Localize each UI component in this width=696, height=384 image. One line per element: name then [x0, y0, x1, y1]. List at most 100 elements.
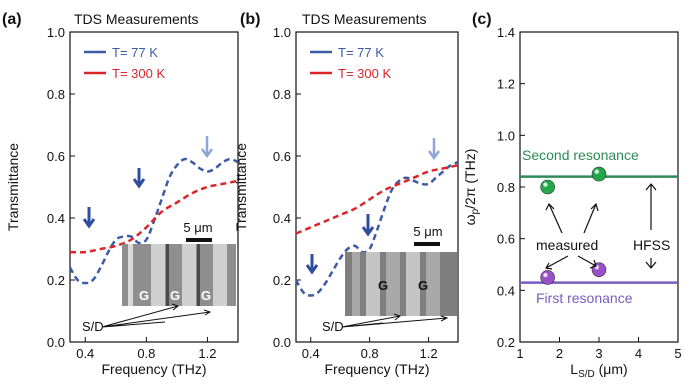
arrow-measured-downleft [545, 255, 569, 270]
arrow-measured-upleft [545, 202, 563, 234]
x-tick-label: 1.2 [198, 346, 216, 361]
panel-c-label: (c) [472, 11, 492, 28]
measured-point [540, 179, 555, 195]
series-line-300k [295, 164, 459, 235]
panel-b-title: TDS Measurements [302, 11, 426, 27]
inset-a-scale-label: 5 μm [183, 220, 212, 235]
arrow-b-2 [361, 214, 375, 237]
y-tick-label: 0.0 [47, 335, 65, 350]
y-tick-label: 0.6 [47, 149, 65, 164]
inset-a-gate-2: G [170, 288, 180, 303]
panel-a-arrows [82, 136, 214, 229]
panel-a-inset: 5 μm G G G S/D [82, 220, 236, 334]
x-tick-label: 0.8 [137, 346, 155, 361]
panel-b-sd-label: S/D [322, 319, 344, 334]
panel-c-points [540, 166, 607, 285]
hfss-label: HFSS [633, 237, 670, 253]
panel-b-arrows [305, 138, 441, 275]
inset-b-scale-bar [414, 242, 440, 246]
panel-c-pointer-arrows [545, 183, 657, 270]
x-tick-label: 4 [635, 346, 642, 361]
x-tick-label: 0.4 [302, 346, 320, 361]
measured-point [540, 270, 555, 285]
panel-a-xlabel: Frequency (THz) [101, 361, 206, 377]
panel-a-label: (a) [2, 11, 22, 28]
inset-a-scale-bar [186, 238, 212, 242]
legend-b-300k-label: T= 300 K [338, 66, 391, 81]
x-tick-label: 3 [595, 346, 602, 361]
second-resonance-label: Second resonance [522, 147, 639, 163]
panel-c-xlabel: LS/D (μm) [570, 361, 627, 380]
y-tick-label: 0.0 [273, 335, 291, 350]
y-tick-label: 1.2 [497, 77, 515, 92]
y-tick-label: 1.0 [47, 25, 65, 40]
legend-b-77k-label: T= 77 K [338, 45, 384, 60]
y-tick-label: 0.4 [47, 211, 65, 226]
measured-point-highlight [543, 182, 548, 187]
panel-b-axes: 0.4 0.8 1.2 0.0 0.2 0.4 0.6 0.8 1.0 [273, 25, 438, 361]
panel-a-series [68, 157, 239, 285]
y-tick-label: 0.2 [273, 273, 291, 288]
x-tick-label: 0.8 [361, 346, 379, 361]
measured-point-highlight [543, 272, 548, 278]
panel-c: (c) 1 2 3 4 5 0.2 0.4 0.6 0.8 1.0 1.2 1.4 ωp/2π (TH… [462, 11, 682, 380]
inset-b-gate-1: G [378, 278, 388, 293]
panel-a: (a) TDS Measurements 0.4 0.8 1.20.00.20.40… [2, 11, 239, 377]
y-tick-label: 0.2 [497, 335, 515, 350]
panel-b-sd-pointers [341, 313, 449, 328]
inset-b-image [345, 252, 457, 316]
panel-c-ylabel: ωp/2π (THz) [462, 149, 481, 226]
arrow-hfss-down [645, 258, 657, 269]
panel-b: (b) TDS Measurements 0.4 0.8 1.20.00.20.40… [233, 11, 459, 377]
x-tick-label: 1.2 [420, 346, 438, 361]
inset-b-scale-label: 5 μm [413, 224, 442, 239]
arrow-measured-upright [583, 202, 599, 234]
panel-a-sd-label: S/D [82, 319, 104, 334]
x-tick-label: 2 [556, 346, 563, 361]
first-resonance-label: First resonance [536, 290, 633, 306]
y-tick-label: 0.6 [497, 232, 515, 247]
y-tick-label: 0.2 [47, 273, 65, 288]
y-tick-label: 1.0 [273, 25, 291, 40]
panel-a-title: TDS Measurements [74, 11, 198, 27]
y-tick-label: 0.8 [497, 180, 515, 195]
panel-a-ylabel: Transmittance [5, 143, 21, 231]
panel-b-xlabel: Frequency (THz) [324, 361, 429, 377]
y-tick-label: 0.6 [273, 149, 291, 164]
measured-point-highlight [594, 169, 599, 174]
arrow-b-1 [305, 254, 319, 275]
panel-b-frame [295, 31, 459, 343]
panel-b-inset: 5 μm G G S/D [322, 224, 457, 334]
panel-c-axes: 1 2 3 4 5 0.2 0.4 0.6 0.8 1.0 1.2 1.4 [497, 25, 682, 361]
inset-a-gate-3: G [201, 288, 211, 303]
x-tick-label: 0.4 [76, 346, 94, 361]
panel-b-ylabel: Transmittance [233, 143, 249, 231]
arrow-hfss-up [645, 183, 657, 230]
y-tick-label: 0.4 [273, 211, 291, 226]
panel-a-sd-pointers [101, 303, 212, 328]
panel-a-frame [69, 31, 239, 343]
x-tick-label: 5 [674, 346, 681, 361]
y-tick-label: 0.4 [497, 283, 515, 298]
arrow-a-2 [132, 168, 146, 189]
arrow-a-3 [200, 136, 214, 159]
y-tick-label: 1.0 [497, 128, 515, 143]
legend-a-300k-label: T= 300 K [112, 66, 165, 81]
panel-a-axes: 0.4 0.8 1.2 0.0 0.2 0.4 0.6 0.8 1.0 [47, 25, 217, 361]
inset-a-gate-1: G [139, 288, 149, 303]
arrow-b-3 [427, 138, 441, 161]
legend-a-77k-label: T= 77 K [112, 45, 158, 60]
arrow-a-1 [82, 207, 96, 229]
panel-b-label: (b) [240, 11, 260, 28]
y-tick-label: 0.8 [273, 87, 291, 102]
y-tick-label: 0.8 [47, 87, 65, 102]
series-line-300k [69, 179, 239, 254]
measured-label: measured [536, 237, 598, 253]
arrow-measured-downright [577, 255, 597, 269]
inset-b-gate-2: G [418, 278, 428, 293]
y-tick-label: 1.4 [497, 25, 515, 40]
x-tick-label: 1 [516, 346, 523, 361]
measured-point [591, 166, 607, 182]
panel-b-series [294, 161, 459, 297]
